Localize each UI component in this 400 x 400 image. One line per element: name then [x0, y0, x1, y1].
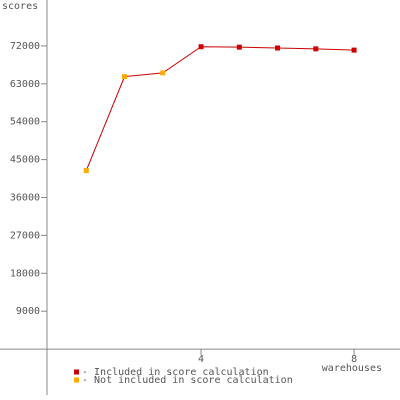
x-tick-label: 4 — [198, 354, 204, 365]
data-point — [83, 168, 89, 174]
y-tick-label: 45000 — [10, 155, 40, 166]
y-tick-label: 36000 — [10, 193, 40, 204]
data-point — [313, 46, 319, 52]
data-point — [236, 44, 242, 50]
y-tick-label: 27000 — [10, 230, 40, 241]
legend-swatch — [74, 369, 79, 375]
series-line — [85, 46, 355, 171]
y-tick-label: 54000 — [10, 117, 40, 128]
legend-label: - Included in score calculation — [82, 367, 269, 378]
y-tick-label: 72000 — [10, 41, 40, 52]
data-point — [160, 70, 166, 76]
data-point — [122, 74, 128, 80]
legend-swatch — [74, 377, 79, 383]
x-tick-label: 8 — [351, 354, 357, 365]
x-axis-label: warehouses — [322, 363, 382, 374]
y-tick-label: 9000 — [16, 306, 40, 317]
data-point — [351, 47, 357, 53]
legend-label: - Not included in score calculation — [82, 375, 293, 386]
y-axis-label: scores — [2, 1, 38, 12]
y-tick-label: 63000 — [10, 79, 40, 90]
data-point — [198, 44, 204, 50]
y-tick-label: 18000 — [10, 268, 40, 279]
data-point — [275, 45, 281, 51]
